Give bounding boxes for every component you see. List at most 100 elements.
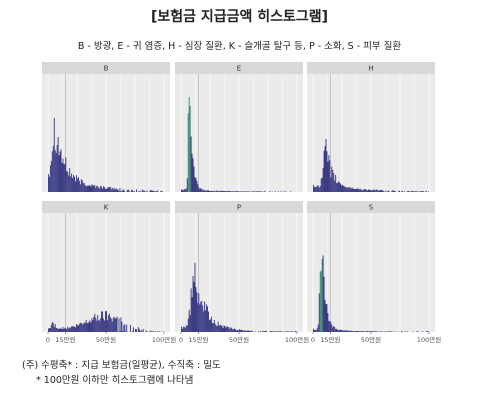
hist-bar — [316, 185, 318, 192]
hist-bar — [373, 331, 375, 332]
hist-bar — [321, 259, 323, 332]
hist-bar — [369, 331, 370, 332]
hist-bar — [49, 328, 51, 332]
hist-bar — [286, 331, 288, 332]
hist-bar — [125, 331, 127, 332]
hist-bar — [105, 311, 106, 332]
hist-bar — [132, 331, 133, 332]
hist-bar — [182, 190, 184, 192]
hist-bar — [336, 183, 338, 192]
hist-bar — [151, 331, 153, 332]
hist-bar — [232, 329, 234, 332]
hist-bar — [59, 151, 61, 192]
hist-bar — [280, 331, 282, 332]
hist-bar — [240, 191, 242, 192]
hist-bar — [417, 191, 419, 192]
hist-bar — [388, 190, 390, 192]
facet-label-S: S — [369, 204, 374, 212]
hist-bar — [205, 190, 207, 192]
hist-bar — [404, 331, 406, 332]
hist-bar — [221, 191, 223, 192]
hist-bar — [319, 271, 321, 332]
hist-bar — [422, 331, 424, 332]
hist-bar — [210, 319, 211, 332]
hist-bar — [89, 185, 91, 192]
hist-bar — [113, 316, 115, 332]
hist-bar — [57, 136, 59, 192]
hist-bar — [202, 305, 204, 332]
hist-bar — [370, 189, 371, 192]
hist-bar — [414, 191, 416, 192]
hist-bar — [187, 113, 189, 192]
hist-bar — [324, 299, 326, 332]
hist-bar — [374, 331, 376, 332]
hist-bar — [215, 190, 217, 192]
hist-bar — [316, 327, 318, 332]
hist-bar — [209, 190, 210, 192]
hist-bar — [55, 153, 57, 192]
hist-bar — [326, 304, 328, 332]
hist-bar — [99, 188, 101, 192]
hist-bar — [406, 191, 408, 192]
hist-bar — [75, 327, 76, 332]
hist-bar — [358, 188, 360, 192]
hist-bar — [271, 331, 273, 332]
hist-bar — [379, 189, 381, 192]
hist-bar — [243, 330, 245, 332]
hist-bar — [324, 146, 326, 192]
hist-bar — [79, 184, 81, 192]
hist-bar — [326, 151, 328, 192]
hist-bar — [82, 323, 84, 332]
hist-bar — [110, 189, 112, 192]
hist-bar — [225, 327, 227, 332]
hist-bar — [246, 191, 248, 192]
hist-bar — [107, 187, 109, 192]
hist-bar — [256, 191, 258, 192]
hist-bar — [210, 191, 211, 192]
hist-bar — [135, 189, 137, 192]
hist-bar — [366, 331, 368, 332]
hist-bar — [126, 324, 128, 332]
hist-bar — [230, 191, 232, 192]
hist-bar — [233, 329, 235, 332]
hist-bar — [109, 186, 111, 192]
x-tick-label: 0 — [179, 336, 183, 344]
hist-bar — [78, 180, 80, 192]
hist-bar — [212, 191, 214, 192]
hist-bar — [68, 328, 70, 332]
hist-bar — [198, 293, 200, 332]
hist-bar — [201, 188, 203, 192]
hist-bar — [340, 183, 341, 192]
hist-bar — [251, 330, 253, 332]
hist-bar — [247, 330, 249, 332]
hist-bar — [244, 330, 246, 332]
hist-bar — [274, 191, 276, 192]
hist-bar — [231, 191, 233, 192]
hist-bar — [118, 191, 120, 192]
hist-bar — [420, 191, 422, 192]
hist-bar — [132, 190, 133, 192]
hist-bar — [184, 189, 186, 192]
hist-bar — [391, 331, 393, 332]
hist-bar — [264, 191, 266, 192]
hist-bar — [157, 190, 159, 192]
hist-bar — [295, 331, 296, 332]
hist-bar — [339, 330, 340, 332]
hist-bar — [423, 191, 425, 192]
hist-bar — [135, 328, 136, 332]
hist-bar — [372, 331, 374, 332]
hist-bar — [126, 191, 128, 192]
hist-bar — [378, 190, 380, 192]
hist-bar — [146, 331, 148, 332]
hist-bar — [368, 331, 369, 332]
x-tick-label: 0 — [46, 336, 50, 344]
hist-bar — [224, 326, 226, 332]
hist-bar — [128, 189, 130, 192]
hist-bar — [243, 191, 245, 192]
hist-bar — [355, 189, 357, 192]
hist-bar — [191, 297, 193, 332]
hist-bar — [354, 188, 356, 192]
hist-bar — [48, 328, 49, 332]
hist-bar — [95, 187, 97, 192]
